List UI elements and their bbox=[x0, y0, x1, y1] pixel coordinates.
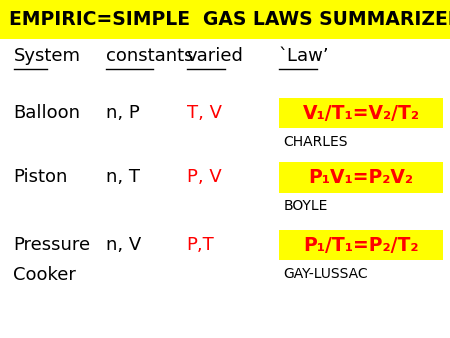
Bar bbox=[0, 0, 450, 39]
Text: P, V: P, V bbox=[187, 168, 221, 187]
Text: P₁V₁=P₂V₂: P₁V₁=P₂V₂ bbox=[309, 168, 414, 187]
Text: BOYLE: BOYLE bbox=[284, 199, 328, 213]
Text: n, P: n, P bbox=[106, 104, 140, 122]
Text: CHARLES: CHARLES bbox=[284, 135, 348, 149]
Text: System: System bbox=[14, 47, 81, 65]
Text: n, T: n, T bbox=[106, 168, 140, 187]
Text: Balloon: Balloon bbox=[14, 104, 81, 122]
Bar bbox=[279, 230, 443, 260]
Text: P₁/T₁=P₂/T₂: P₁/T₁=P₂/T₂ bbox=[303, 236, 419, 255]
Text: P,T: P,T bbox=[187, 236, 215, 254]
Text: `Law’: `Law’ bbox=[279, 47, 329, 65]
Bar bbox=[279, 162, 443, 193]
Text: EMPIRIC=SIMPLE  GAS LAWS SUMMARIZED: EMPIRIC=SIMPLE GAS LAWS SUMMARIZED bbox=[9, 10, 450, 29]
Text: GAY-LUSSAC: GAY-LUSSAC bbox=[284, 267, 368, 281]
Text: V₁/T₁=V₂/T₂: V₁/T₁=V₂/T₂ bbox=[302, 104, 419, 123]
Text: Piston: Piston bbox=[14, 168, 68, 187]
Text: n, V: n, V bbox=[106, 236, 141, 254]
Text: Pressure: Pressure bbox=[14, 236, 90, 254]
Text: constants: constants bbox=[106, 47, 193, 65]
Bar bbox=[279, 98, 443, 128]
Text: varied: varied bbox=[187, 47, 243, 65]
Text: Cooker: Cooker bbox=[14, 266, 76, 285]
Text: T, V: T, V bbox=[187, 104, 222, 122]
